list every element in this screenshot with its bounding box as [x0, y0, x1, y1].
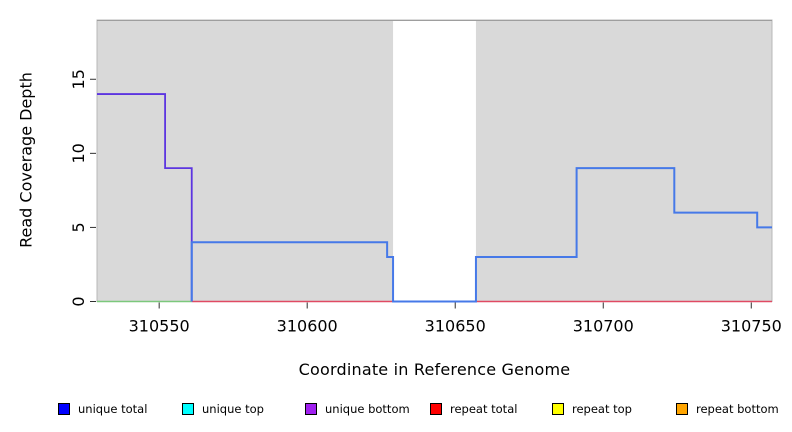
legend-swatch-unique-bottom — [305, 403, 317, 415]
chart-canvas: 310550 310600 310650 310700 310750 0 5 10 15 — [69, 19, 782, 336]
x-axis-tick-label: 310700 — [573, 317, 634, 336]
legend-item-repeat-bottom: repeat bottom — [676, 403, 779, 415]
legend-label: unique total — [78, 402, 148, 416]
legend-swatch-repeat-total — [430, 403, 442, 415]
x-axis-tick-label: 310750 — [721, 317, 782, 336]
legend-swatch-repeat-top — [552, 403, 564, 415]
gap-band — [393, 20, 476, 302]
legend-label: unique bottom — [325, 402, 410, 416]
legend-swatch-unique-top — [182, 403, 194, 415]
y-axis-title: Read Coverage Depth — [16, 72, 36, 248]
y-axis-tick-label: 5 — [69, 222, 88, 232]
x-axis-title: Coordinate in Reference Genome — [298, 360, 571, 379]
legend-item-unique-bottom: unique bottom — [305, 403, 410, 415]
legend-swatch-unique-total — [58, 403, 70, 415]
y-axis-tick-label: 15 — [69, 69, 88, 89]
legend-swatch-repeat-bottom — [676, 403, 688, 415]
series-line-unique-total — [190, 167, 772, 303]
y-axis-tick-label: 0 — [69, 296, 88, 306]
legend-item-unique-top: unique top — [182, 403, 264, 415]
legend-label: repeat bottom — [696, 402, 779, 416]
x-axis-tick-label: 310550 — [129, 317, 190, 336]
legend-label: repeat top — [572, 402, 632, 416]
x-axis-tick-label: 310650 — [425, 317, 486, 336]
series-line-unique-bottom — [97, 93, 193, 302]
x-axis-tick-label: 310600 — [277, 317, 338, 336]
y-axis-tick-label: 10 — [69, 143, 88, 163]
legend-label: repeat total — [450, 402, 518, 416]
legend-label: unique top — [202, 402, 264, 416]
legend-item-repeat-total: repeat total — [430, 403, 517, 415]
legend-item-repeat-top: repeat top — [552, 403, 632, 415]
legend-item-unique-total: unique total — [58, 403, 147, 415]
